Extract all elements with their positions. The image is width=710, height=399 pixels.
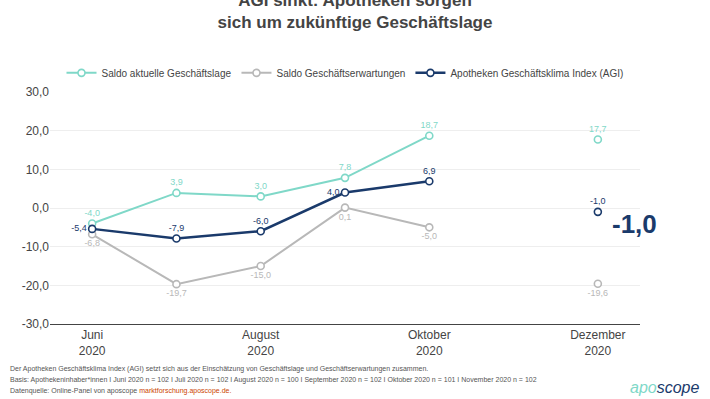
svg-text:August2020: August2020 [242,328,280,358]
svg-text:4,0: 4,0 [327,187,340,197]
svg-text:Saldo Geschäftserwartungen: Saldo Geschäftserwartungen [276,68,405,79]
svg-text:Apotheken Geschäftsklima Index: Apotheken Geschäftsklima Index (AGI) [450,68,623,79]
svg-text:-6,8: -6,8 [84,238,100,248]
svg-text:10,0: 10,0 [26,163,50,177]
svg-text:-4,0: -4,0 [84,208,100,218]
svg-text:-5,4: -5,4 [71,223,87,233]
svg-text:Oktober2020: Oktober2020 [408,328,451,358]
svg-text:-5,0: -5,0 [422,231,438,241]
svg-text:0,0: 0,0 [32,201,49,215]
svg-text:Der Apotheken Geschäftsklima I: Der Apotheken Geschäftsklima Index (AGI)… [10,365,428,373]
svg-text:Saldo aktuelle Geschäftslage: Saldo aktuelle Geschäftslage [102,68,232,79]
svg-text:-19,7: -19,7 [166,288,187,298]
svg-text:7,8: 7,8 [339,162,352,172]
svg-text:-6,0: -6,0 [253,216,269,226]
svg-text:Datenquelle: Online-Panel von: Datenquelle: Online-Panel von aposcope m… [10,387,231,395]
svg-text:Basis: Apothekeninhaber*innen: Basis: Apothekeninhaber*innen I Juni 202… [10,376,537,384]
svg-text:-1,0: -1,0 [612,209,657,239]
svg-text:AGI sinkt: Apotheken sorgensic: AGI sinkt: Apotheken sorgensich um zukün… [218,0,493,32]
svg-text:17,7: 17,7 [589,124,607,134]
svg-text:18,7: 18,7 [421,120,439,130]
svg-text:3,0: 3,0 [254,181,267,191]
svg-text:Juni2020: Juni2020 [79,328,106,358]
svg-text:6,9: 6,9 [423,166,436,176]
svg-text:-20,0: -20,0 [22,279,50,293]
svg-text:-19,6: -19,6 [588,288,609,298]
svg-text:-10,0: -10,0 [22,240,50,254]
svg-text:0,1: 0,1 [339,212,352,222]
svg-text:aposcope: aposcope [630,379,700,396]
svg-text:Dezember2020: Dezember2020 [570,328,625,358]
svg-text:20,0: 20,0 [26,124,50,138]
svg-text:3,9: 3,9 [170,177,183,187]
svg-text:-15,0: -15,0 [250,270,271,280]
svg-text:-30,0: -30,0 [22,317,50,331]
svg-text:-7,9: -7,9 [169,223,185,233]
svg-text:-1,0: -1,0 [590,196,606,206]
svg-text:30,0: 30,0 [26,85,50,99]
